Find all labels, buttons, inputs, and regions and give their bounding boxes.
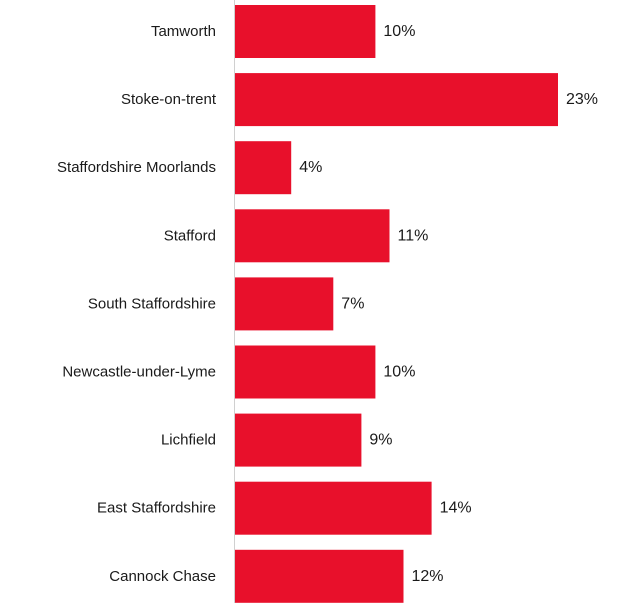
bar-staffordshire-moorlands xyxy=(235,141,292,195)
category-label-staffordshire-moorlands: Staffordshire Moorlands xyxy=(57,159,216,176)
category-label-newcastle-under-lyme: Newcastle-under-Lyme xyxy=(62,364,216,381)
category-label-east-staffordshire: East Staffordshire xyxy=(97,500,216,517)
bar-stoke-on-trent xyxy=(235,73,558,127)
value-label-lichfield: 9% xyxy=(369,432,392,449)
value-label-cannock-chase: 12% xyxy=(412,568,444,585)
value-label-newcastle-under-lyme: 10% xyxy=(383,364,415,381)
bar-lichfield xyxy=(235,413,362,467)
bar-cannock-chase xyxy=(235,549,404,603)
bar-tamworth xyxy=(235,5,376,58)
bar-east-staffordshire xyxy=(235,481,432,535)
category-label-lichfield: Lichfield xyxy=(161,432,216,449)
category-label-south-staffordshire: South Staffordshire xyxy=(88,295,216,312)
category-label-stafford: Stafford xyxy=(164,227,216,244)
value-label-tamworth: 10% xyxy=(383,23,415,40)
bar-south-staffordshire xyxy=(235,277,334,331)
category-label-cannock-chase: Cannock Chase xyxy=(109,568,216,585)
category-label-tamworth: Tamworth xyxy=(151,23,216,40)
value-label-staffordshire-moorlands: 4% xyxy=(299,159,322,176)
value-label-south-staffordshire: 7% xyxy=(341,295,364,312)
value-label-stafford: 11% xyxy=(398,227,429,244)
category-labels-group: Tamworth Stoke-on-trent Staffordshire Moor… xyxy=(57,23,217,585)
bar-stafford xyxy=(235,209,390,263)
bars-group xyxy=(235,5,558,603)
value-label-stoke-on-trent: 23% xyxy=(566,91,598,108)
category-label-stoke-on-trent: Stoke-on-trent xyxy=(121,91,217,108)
value-label-east-staffordshire: 14% xyxy=(440,500,472,517)
bar-newcastle-under-lyme xyxy=(235,345,376,399)
value-labels-group: 10% 23% 4% 11% 7% 10% 9% 14% 12% xyxy=(299,23,598,585)
